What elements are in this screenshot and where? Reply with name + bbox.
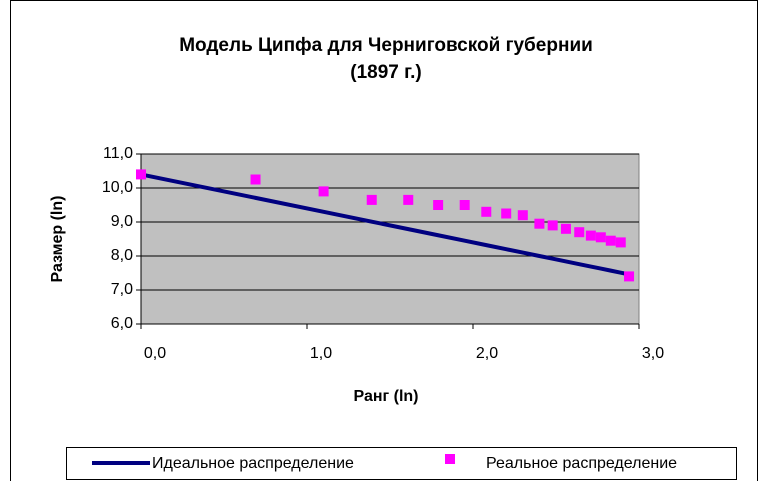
real-point — [605, 235, 616, 246]
real-point — [560, 223, 571, 234]
real-point — [574, 227, 585, 238]
real-point — [615, 237, 626, 248]
chart-title: Модель Ципфа для Черниговской губернии — [179, 35, 593, 56]
real-point — [136, 169, 146, 180]
y-tick-label: 10,0 — [102, 179, 133, 196]
y-tick-label: 11,0 — [103, 145, 133, 162]
legend-swatch — [445, 454, 455, 464]
ideal-line — [140, 172, 630, 277]
chart-title: (1897 г.) — [350, 62, 422, 83]
x-tick-label: 3,0 — [642, 345, 664, 362]
real-point — [481, 206, 492, 217]
y-tick-label: 6,0 — [111, 315, 133, 332]
x-tick-label: 1,0 — [310, 345, 332, 362]
y-tick-label: 9,0 — [111, 213, 133, 230]
legend-box — [66, 447, 737, 480]
real-point — [624, 271, 635, 282]
y-tick-label: 8,0 — [111, 247, 133, 264]
real-point — [547, 220, 558, 231]
legend-label: Реальное распределение — [486, 455, 677, 472]
real-point — [595, 232, 606, 243]
y-axis-label: Размер (ln) — [49, 196, 66, 283]
x-tick-label: 0,0 — [144, 345, 166, 362]
real-point — [318, 186, 329, 197]
y-tick-label: 7,0 — [111, 281, 133, 298]
plot-area — [140, 153, 640, 325]
real-point — [501, 208, 512, 219]
real-point — [517, 210, 528, 221]
real-point — [366, 194, 377, 205]
real-point — [585, 230, 596, 241]
real-point — [459, 200, 470, 210]
real-point — [433, 200, 444, 210]
real-point — [403, 194, 414, 205]
x-axis-label: Ранг (ln) — [353, 388, 418, 405]
legend-label: Идеальное распределение — [152, 455, 354, 472]
x-tick-label: 2,0 — [476, 345, 498, 362]
real-point — [250, 174, 261, 185]
real-point — [534, 218, 545, 229]
